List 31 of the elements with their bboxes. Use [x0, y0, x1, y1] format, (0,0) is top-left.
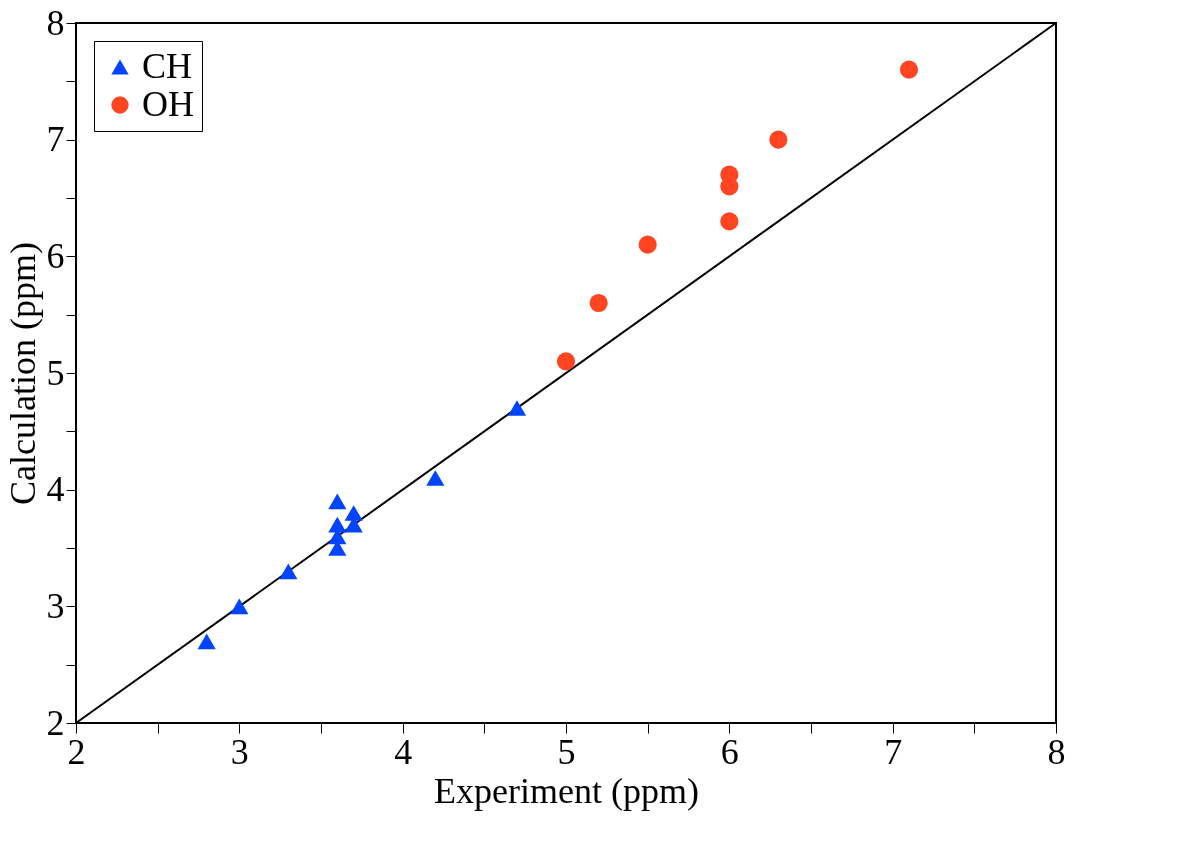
y-tick-label: 8	[46, 2, 65, 43]
x-tick-label: 5	[557, 731, 576, 772]
y-tick-label: 7	[46, 119, 65, 160]
point	[279, 563, 298, 580]
legend-label: CH	[142, 46, 193, 86]
point	[507, 400, 527, 416]
y-axis-title: Calculation (ppm)	[2, 242, 43, 505]
point	[426, 470, 445, 486]
x-tick-label: 4	[394, 731, 413, 772]
point	[230, 598, 249, 615]
y-tick-label: 2	[46, 702, 65, 743]
x-axis-title: Experiment (ppm)	[434, 770, 699, 811]
x-tick-label: 6	[720, 731, 739, 772]
point	[197, 633, 216, 650]
legend-label: OH	[142, 84, 194, 124]
point	[344, 505, 363, 521]
point	[589, 293, 608, 313]
point	[556, 352, 576, 371]
point	[328, 516, 347, 533]
x-tick-label: 7	[884, 731, 903, 772]
y-tick-label: 5	[46, 352, 65, 393]
point	[638, 235, 657, 254]
x-tick-label: 8	[1047, 731, 1066, 772]
y-tick-label: 3	[46, 585, 65, 626]
point	[899, 60, 919, 79]
point	[328, 493, 347, 510]
point	[720, 212, 739, 231]
point	[769, 130, 788, 149]
x-tick-label: 3	[230, 731, 249, 772]
y-tick-label: 4	[46, 469, 65, 510]
y-tick-label: 6	[46, 235, 65, 276]
